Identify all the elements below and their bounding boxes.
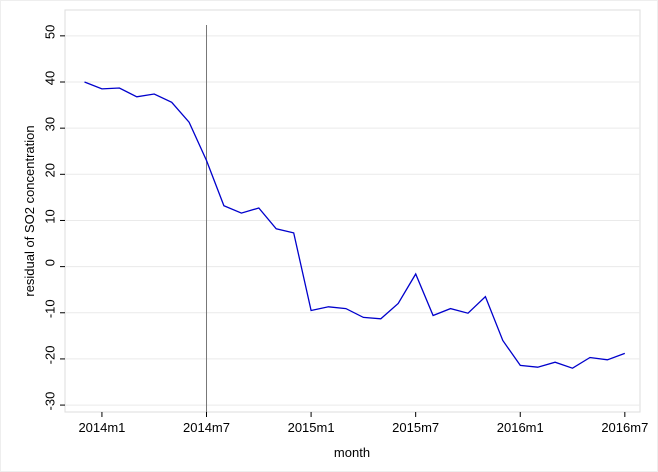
x-tick-label: 2015m1: [288, 420, 335, 435]
x-tick-label: 2015m7: [392, 420, 439, 435]
x-tick-label: 2016m7: [601, 420, 648, 435]
y-tick-label: 0: [42, 259, 57, 266]
y-tick-label: 40: [42, 71, 57, 85]
y-tick-label: 30: [42, 117, 57, 131]
y-tick-label: -20: [42, 346, 57, 365]
x-tick-label: 2014m1: [78, 420, 125, 435]
data-line: [84, 81, 626, 369]
y-tick-label: 50: [42, 25, 57, 39]
x-tick-label: 2014m7: [183, 420, 230, 435]
y-tick-label: -10: [42, 299, 57, 318]
y-tick-label: 10: [42, 209, 57, 223]
y-tick-label: -30: [42, 392, 57, 411]
y-axis-title: residual of SO2 concentration: [22, 125, 37, 296]
plot-area: [64, 9, 641, 413]
x-tick-label: 2016m1: [497, 420, 544, 435]
y-tick-label: 20: [42, 163, 57, 177]
x-axis-title: month: [334, 445, 370, 460]
